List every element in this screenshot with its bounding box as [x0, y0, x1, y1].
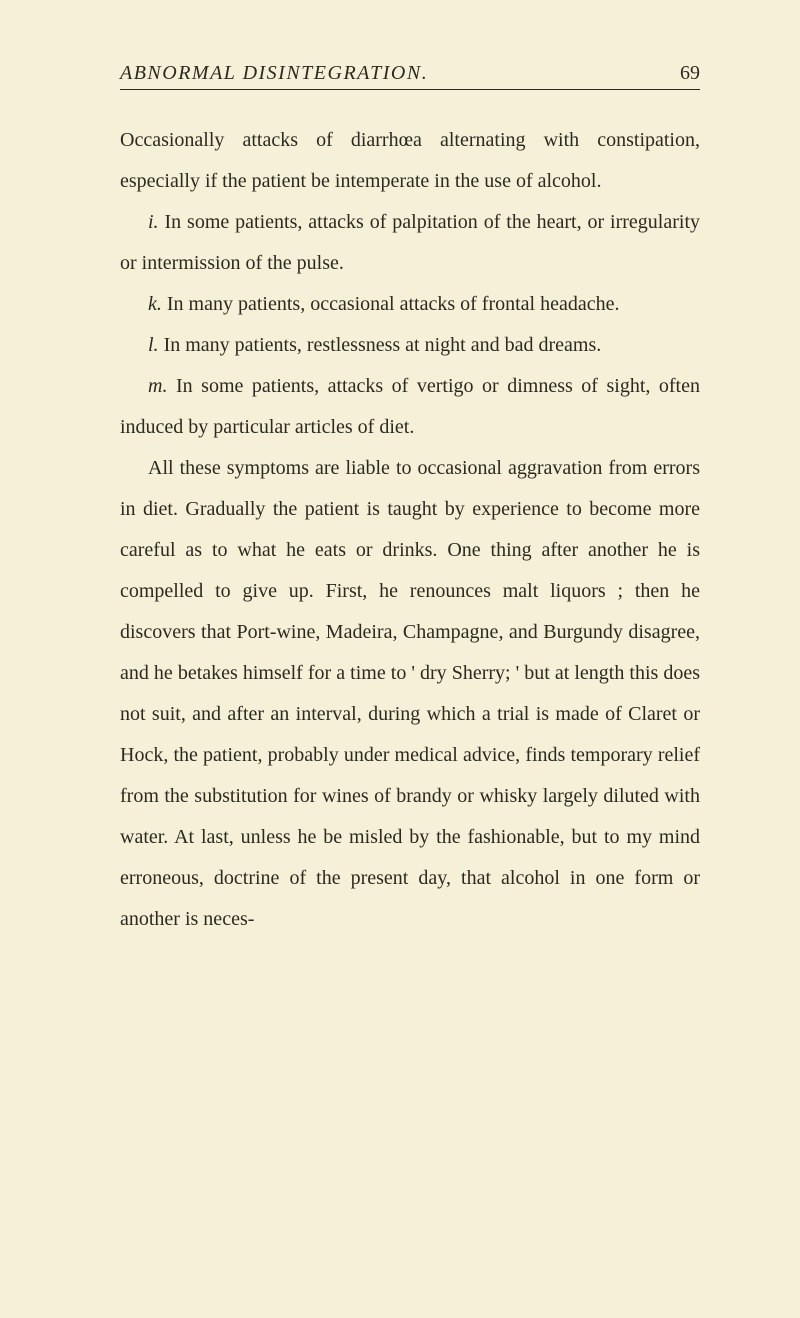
paragraph-item-m: m. In some patients, attacks of vertigo …	[120, 366, 700, 448]
page-number: 69	[680, 62, 700, 85]
paragraph-continuation: Occasionally attacks of diarrhœa alterna…	[120, 120, 700, 202]
paragraph-text: All these symptoms are liable to occasio…	[120, 457, 700, 930]
paragraph-text: In some patients, attacks of vertigo or …	[120, 375, 700, 438]
item-letter: m.	[148, 375, 167, 397]
running-title: ABNORMAL DISINTEGRATION.	[120, 62, 428, 85]
item-letter: i.	[148, 211, 159, 233]
item-letter: l.	[148, 334, 159, 356]
page-header: ABNORMAL DISINTEGRATION. 69	[120, 62, 700, 90]
paragraph-text: In many patients, occasional attacks of …	[162, 293, 620, 315]
item-letter: k.	[148, 293, 162, 315]
paragraph-text: In many patients, restlessness at night …	[159, 334, 602, 356]
paragraph-text: Occasionally attacks of diarrhœa alterna…	[120, 129, 700, 192]
paragraph-text: In some patients, attacks of palpitation…	[120, 211, 700, 274]
paragraph-item-k: k. In many patients, occasional attacks …	[120, 284, 700, 325]
body-text: Occasionally attacks of diarrhœa alterna…	[120, 120, 700, 940]
paragraph-item-l: l. In many patients, restlessness at nig…	[120, 325, 700, 366]
paragraph-item-i: i. In some patients, attacks of palpitat…	[120, 202, 700, 284]
paragraph-body: All these symptoms are liable to occasio…	[120, 448, 700, 940]
page-container: ABNORMAL DISINTEGRATION. 69 Occasionally…	[0, 0, 800, 1000]
